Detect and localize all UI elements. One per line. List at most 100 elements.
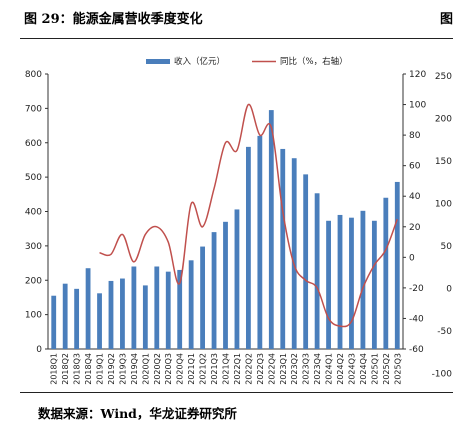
x-tick-label: 2024Q1: [325, 353, 334, 385]
x-tick-label: 2022Q2: [244, 353, 253, 385]
bar: [62, 283, 68, 349]
bar: [326, 220, 331, 349]
bar: [337, 214, 343, 349]
x-tick-label: 2020Q3: [164, 353, 173, 385]
right-tick-label: -40: [409, 314, 424, 324]
x-tick-label: 2020Q4: [176, 353, 185, 385]
right-tick-label: 60: [409, 162, 421, 172]
x-tick-label: 2022Q4: [267, 353, 276, 385]
title-rule: [20, 38, 453, 39]
bar: [291, 158, 297, 349]
left-tick-label: 700: [25, 104, 42, 114]
x-tick-label: 2018Q4: [84, 353, 93, 385]
x-tick-label: 2019Q2: [107, 353, 116, 385]
bar-series: [51, 110, 400, 349]
source-rule: [20, 392, 453, 393]
x-tick-label: 2025Q3: [393, 353, 402, 385]
line-series: [99, 103, 398, 328]
bar: [245, 146, 251, 349]
edge-tick-label: 150: [435, 157, 452, 167]
x-tick-label: 2023Q3: [302, 353, 311, 385]
bar: [303, 174, 309, 349]
x-tick-label: 2018Q2: [61, 353, 70, 385]
legend-bar-label: 收入（亿元）: [174, 56, 225, 67]
chart-legend: 收入（亿元） 同比（%，右轴）: [146, 56, 348, 67]
x-tick-label: 2021Q1: [187, 353, 196, 385]
x-tick-label: 2021Q3: [210, 353, 219, 385]
x-tick-label: 2018Q3: [73, 353, 82, 385]
left-tick-label: 100: [25, 311, 42, 321]
x-axis-ticks: 2018Q1 2018Q2 2018Q3 2018Q4 2019Q1 2019Q2 2019…: [50, 353, 403, 385]
x-tick-label: 2023Q1: [279, 353, 288, 385]
left-tick-label: 400: [25, 208, 42, 218]
bar: [85, 268, 91, 349]
x-tick-label: 2022Q3: [256, 353, 265, 385]
right-edge-ticks: 250 200 150 100 50 0 -50 -100: [432, 72, 453, 380]
left-tick-label: 800: [25, 70, 42, 80]
x-tick-label: 2025Q2: [382, 353, 391, 385]
x-tick-label: 2024Q3: [347, 353, 356, 385]
bar: [314, 193, 320, 349]
bar: [51, 295, 57, 349]
left-tick-label: 500: [25, 173, 42, 183]
x-tick-label: 2024Q2: [336, 353, 345, 385]
x-tick-label: 2019Q1: [96, 353, 105, 385]
bar: [394, 181, 400, 349]
x-tick-label: 2020Q2: [153, 353, 162, 385]
edge-tick-label: 50: [441, 242, 453, 252]
bar: [74, 288, 80, 349]
right-tick-label: 40: [409, 192, 421, 202]
right-tick-label: 0: [409, 253, 415, 263]
bar: [165, 271, 171, 349]
bar: [131, 266, 137, 349]
right-tick-label: 120: [409, 70, 426, 80]
right-y-axis: -60 -40 -20 0 20 40 60 80 100 120: [402, 70, 426, 355]
yoy-line: [99, 103, 398, 328]
bar: [371, 220, 377, 349]
bar: [177, 269, 183, 349]
x-tick-label: 2019Q3: [118, 353, 127, 385]
bar: [120, 278, 125, 349]
bar: [280, 148, 286, 349]
bar: [211, 232, 217, 349]
x-tick-label: 2025Q1: [370, 353, 379, 385]
x-tick-label: 2024Q4: [359, 353, 368, 385]
edge-tick-label: -100: [432, 370, 453, 380]
right-tick-label: 80: [409, 131, 421, 141]
left-tick-label: 200: [25, 276, 42, 286]
right-tick-label: 100: [409, 101, 426, 111]
bar: [268, 110, 274, 349]
right-tick-label: -20: [409, 284, 424, 294]
edge-tick-label: 0: [446, 285, 452, 295]
right-tick-label: 20: [409, 223, 421, 233]
left-y-axis: 0 100 200 300 400 500 600 700 800: [25, 70, 403, 355]
bar: [97, 293, 102, 349]
x-tick-label: 2022Q1: [233, 353, 242, 385]
bar: [257, 135, 263, 349]
x-tick-label: 2019Q4: [130, 353, 139, 385]
legend-bar-swatch: [146, 59, 170, 64]
edge-tick-label: -50: [437, 327, 452, 337]
x-tick-label: 2018Q1: [50, 353, 59, 385]
bar: [383, 197, 389, 349]
x-tick-label: 2021Q2: [199, 353, 208, 385]
left-tick-label: 600: [25, 139, 42, 149]
figure-title-cut: 图: [440, 12, 453, 27]
bar: [223, 221, 228, 349]
left-tick-label: 0: [36, 345, 42, 355]
bar: [154, 266, 160, 349]
x-tick-label: 2020Q1: [141, 353, 150, 385]
bar: [360, 210, 366, 349]
bar: [200, 246, 206, 349]
x-tick-label: 2023Q4: [313, 353, 322, 385]
figure-title: 图 29：能源金属营收季度变化: [24, 12, 203, 27]
bar: [108, 280, 114, 349]
edge-tick-label: 200: [435, 115, 452, 125]
edge-tick-label: 250: [435, 72, 452, 82]
bar: [234, 209, 240, 349]
source-note: 数据来源：Wind，华龙证券研究所: [38, 406, 237, 421]
x-tick-label: 2021Q4: [222, 353, 231, 385]
bar: [142, 285, 148, 349]
edge-tick-label: 100: [435, 200, 452, 210]
